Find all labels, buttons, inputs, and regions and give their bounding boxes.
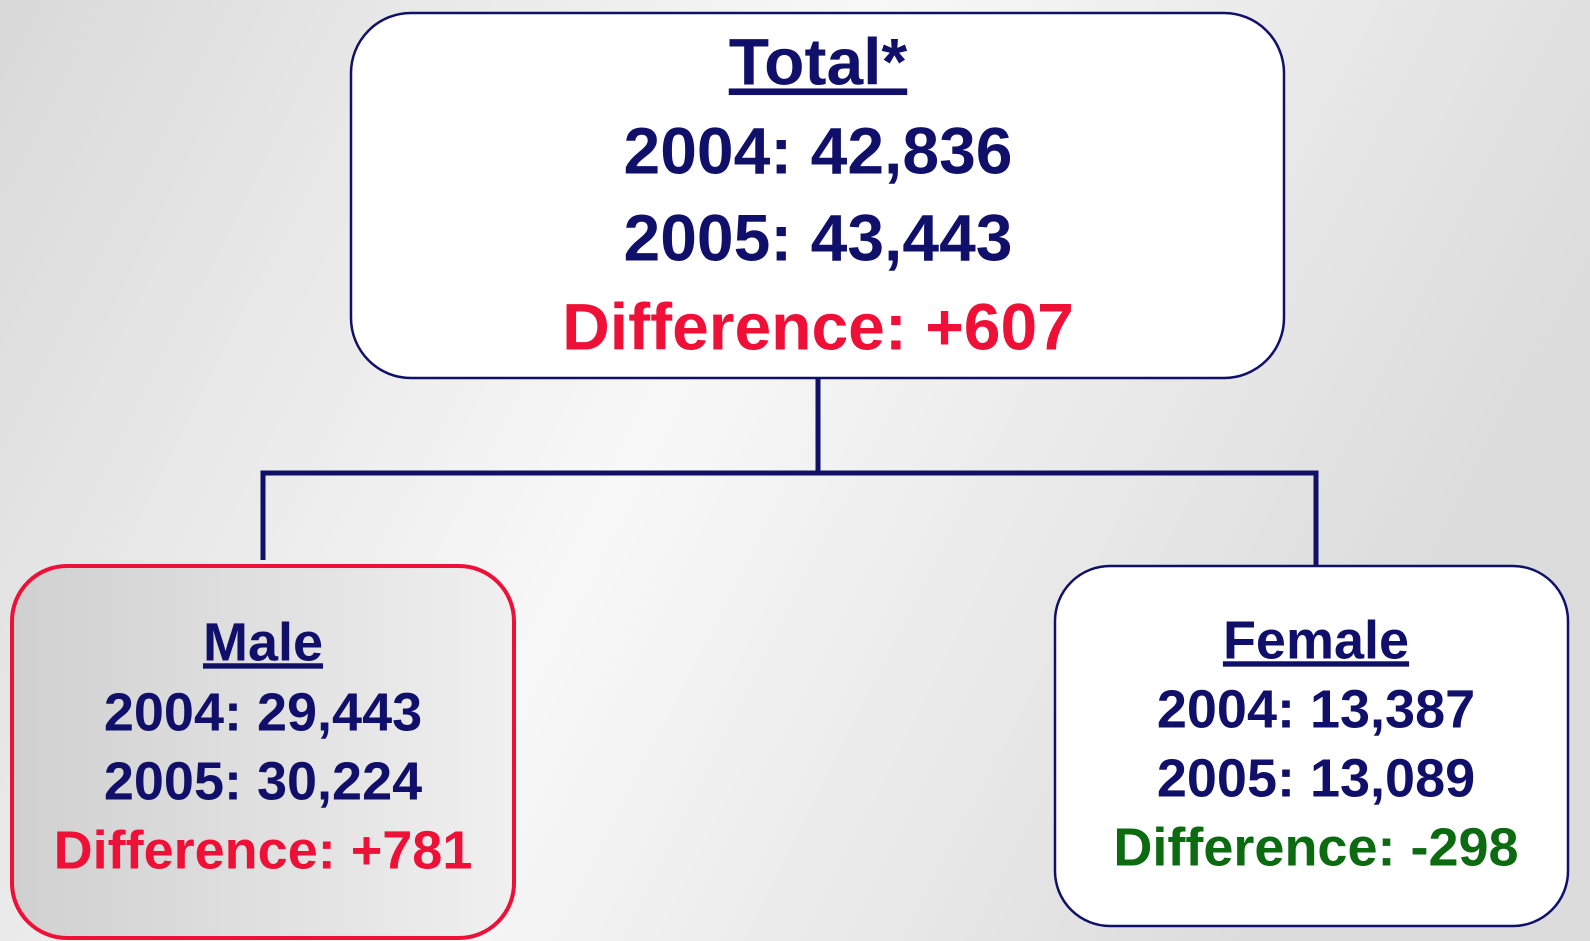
node-difference: Difference: +607 [562, 289, 1074, 363]
node-line: 2004: 29,443 [104, 682, 422, 742]
connectors [260, 378, 1319, 568]
male-box [10, 564, 516, 940]
node-line: 2004: 13,387 [1157, 679, 1475, 739]
node-line: 2005: 13,089 [1157, 748, 1475, 808]
node-title: Male [203, 612, 323, 672]
node-line: 2004: 42,836 [623, 113, 1012, 187]
connector [260, 470, 1319, 568]
node-title: Female [1223, 610, 1409, 670]
female-box [1053, 564, 1570, 928]
node-line: 2005: 30,224 [104, 751, 422, 811]
node-difference: Difference: -298 [1113, 817, 1518, 877]
node-difference: Difference: +781 [54, 820, 473, 880]
total-box [349, 11, 1286, 380]
node-title: Total* [729, 24, 908, 98]
node-line: 2005: 43,443 [623, 200, 1012, 274]
